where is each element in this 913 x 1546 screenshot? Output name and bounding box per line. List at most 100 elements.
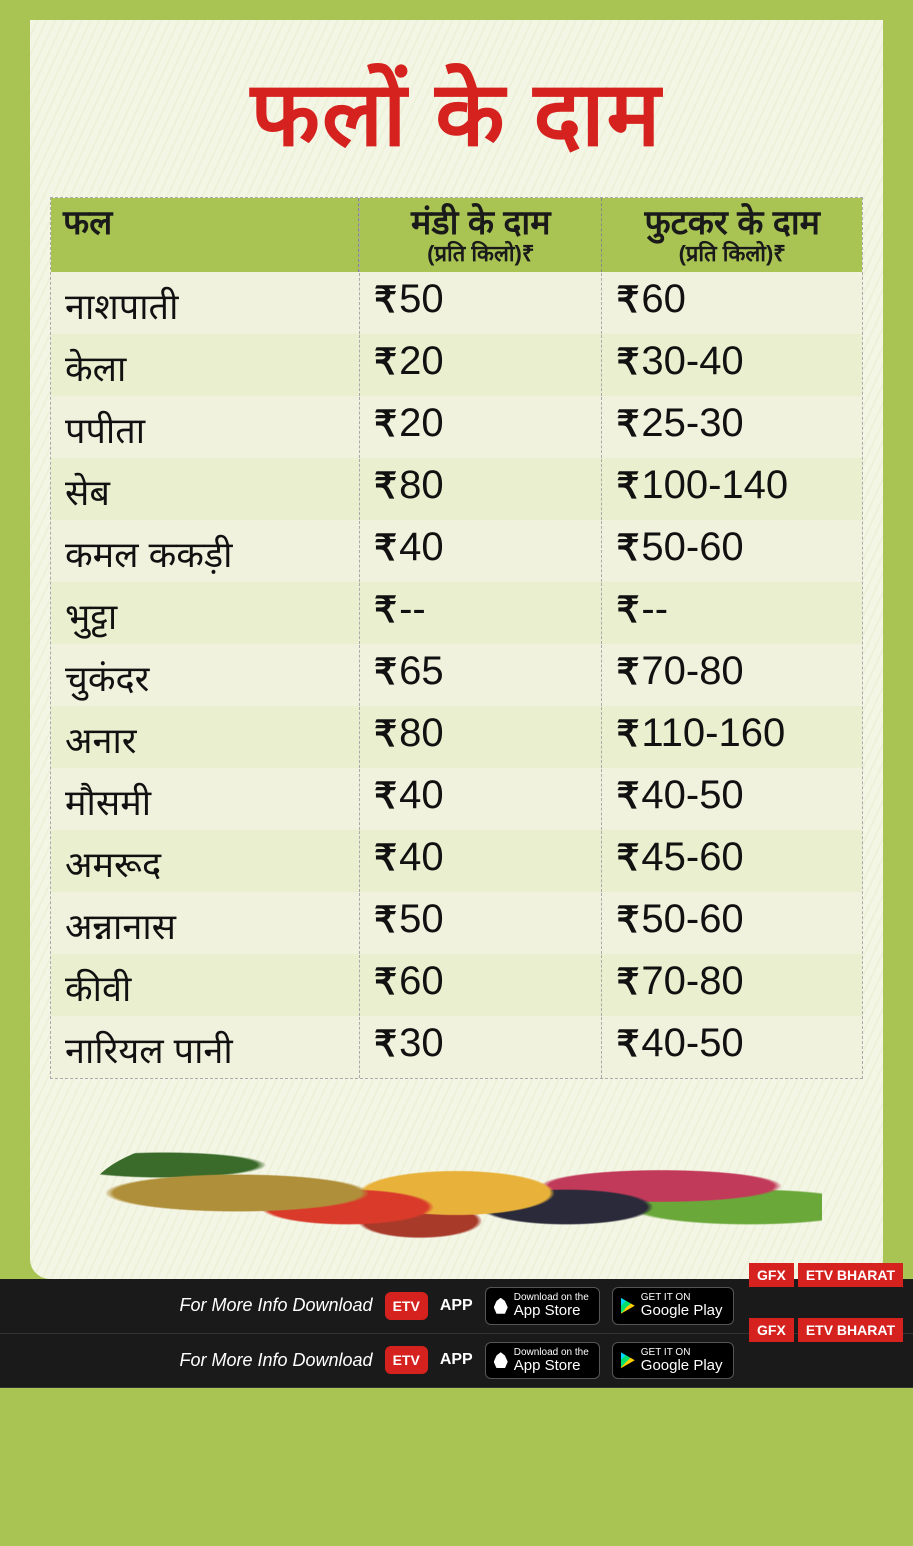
price-table: फल मंडी के दाम (प्रति किलो)₹ फुटकर के दा…	[50, 197, 863, 1079]
footer-download-text-2: For More Info Download	[179, 1350, 372, 1371]
retail-price: ₹25-30	[602, 397, 862, 458]
app-store-small-2: Download on the	[514, 1347, 589, 1358]
gfx-brand-badge: GFX ETV BHARAT	[749, 1263, 903, 1287]
fruit-name: अन्नानास	[51, 893, 359, 954]
rupee-icon: ₹	[374, 465, 397, 506]
price-card: फलों के दाम फल मंडी के दाम (प्रति किलो)₹…	[30, 20, 883, 1279]
fruit-name: मौसमी	[51, 769, 359, 830]
table-row: अन्नानास₹50₹50-60	[51, 892, 862, 954]
rupee-icon: ₹	[374, 961, 397, 1002]
retail-price: ₹40-50	[602, 769, 862, 830]
table-row: मौसमी₹40₹40-50	[51, 768, 862, 830]
footer-download-text: For More Info Download	[179, 1295, 372, 1316]
rupee-icon: ₹	[374, 775, 397, 816]
table-row: भुट्टा₹--₹--	[51, 582, 862, 644]
app-store-big-2: App Store	[514, 1358, 589, 1375]
fruits-illustration	[50, 1079, 863, 1259]
mandi-price: ₹30	[359, 1017, 602, 1078]
mandi-price: ₹--	[359, 583, 602, 644]
rupee-icon: ₹	[616, 279, 639, 320]
header-mandi: मंडी के दाम (प्रति किलो)₹	[359, 198, 602, 272]
brand-label-2: ETV BHARAT	[798, 1318, 903, 1342]
rupee-icon: ₹	[374, 341, 397, 382]
rupee-icon: ₹	[616, 341, 639, 382]
fruit-name: केला	[51, 335, 359, 396]
mandi-price: ₹40	[359, 769, 602, 830]
mandi-price: ₹65	[359, 645, 602, 706]
fruit-name: सेब	[51, 459, 359, 520]
table-header-row: फल मंडी के दाम (प्रति किलो)₹ फुटकर के दा…	[51, 198, 862, 272]
rupee-icon: ₹	[616, 899, 639, 940]
table-body: नाशपाती₹50₹60केला₹20₹30-40पपीता₹20₹25-30…	[51, 272, 862, 1078]
retail-price: ₹30-40	[602, 335, 862, 396]
footer: GFX ETV BHARAT For More Info Download ET…	[0, 1279, 913, 1388]
table-row: अनार₹80₹110-160	[51, 706, 862, 768]
rupee-icon: ₹	[616, 1023, 639, 1064]
rupee-icon: ₹	[374, 589, 397, 630]
table-row: कमल ककड़ी₹40₹50-60	[51, 520, 862, 582]
mandi-price: ₹50	[359, 273, 602, 334]
rupee-icon: ₹	[374, 651, 397, 692]
retail-price: ₹40-50	[602, 1017, 862, 1078]
header-retail: फुटकर के दाम (प्रति किलो)₹	[602, 198, 862, 272]
rupee-icon: ₹	[374, 279, 397, 320]
retail-price: ₹60	[602, 273, 862, 334]
app-label: APP	[440, 1297, 473, 1315]
mandi-price: ₹50	[359, 893, 602, 954]
app-store-button[interactable]: Download on the App Store	[485, 1287, 600, 1325]
rupee-icon: ₹	[374, 837, 397, 878]
etv-logo-icon: ETV	[385, 1292, 428, 1320]
app-store-button-2[interactable]: Download on the App Store	[485, 1342, 600, 1380]
rupee-icon: ₹	[374, 403, 397, 444]
fruit-name: नारियल पानी	[51, 1017, 359, 1078]
fruit-name: कमल ककड़ी	[51, 521, 359, 582]
fruit-name: पपीता	[51, 397, 359, 458]
google-play-button[interactable]: GET IT ON Google Play	[612, 1287, 734, 1325]
app-label-2: APP	[440, 1351, 473, 1369]
footer-row-2: GFX ETV BHARAT For More Info Download ET…	[0, 1334, 913, 1389]
mandi-price: ₹60	[359, 955, 602, 1016]
table-row: कीवी₹60₹70-80	[51, 954, 862, 1016]
mandi-price: ₹80	[359, 707, 602, 768]
header-mandi-sub: (प्रति किलो)₹	[372, 238, 589, 268]
retail-price: ₹50-60	[602, 521, 862, 582]
outer-frame: फलों के दाम फल मंडी के दाम (प्रति किलो)₹…	[0, 0, 913, 1279]
retail-price: ₹100-140	[602, 459, 862, 520]
table-row: नारियल पानी₹30₹40-50	[51, 1016, 862, 1078]
mandi-price: ₹20	[359, 335, 602, 396]
retail-price: ₹110-160	[602, 707, 862, 768]
mandi-price: ₹40	[359, 521, 602, 582]
header-fruit-main: फल	[63, 204, 112, 242]
retail-price: ₹--	[602, 583, 862, 644]
header-retail-sub: (प्रति किलो)₹	[614, 238, 850, 268]
rupee-icon: ₹	[616, 589, 639, 630]
page-title: फलों के दाम	[50, 50, 863, 172]
gfx-label-2: GFX	[749, 1318, 794, 1342]
rupee-icon: ₹	[374, 1023, 397, 1064]
table-row: अमरूद₹40₹45-60	[51, 830, 862, 892]
rupee-icon: ₹	[616, 527, 639, 568]
table-row: सेब₹80₹100-140	[51, 458, 862, 520]
rupee-icon: ₹	[616, 713, 639, 754]
brand-label: ETV BHARAT	[798, 1263, 903, 1287]
table-row: चुकंदर₹65₹70-80	[51, 644, 862, 706]
rupee-icon: ₹	[616, 465, 639, 506]
table-row: पपीता₹20₹25-30	[51, 396, 862, 458]
rupee-icon: ₹	[374, 899, 397, 940]
mandi-price: ₹40	[359, 831, 602, 892]
google-play-button-2[interactable]: GET IT ON Google Play	[612, 1342, 734, 1380]
retail-price: ₹45-60	[602, 831, 862, 892]
fruit-name: चुकंदर	[51, 645, 359, 706]
app-store-big: App Store	[514, 1303, 589, 1320]
rupee-icon: ₹	[374, 713, 397, 754]
rupee-icon: ₹	[616, 837, 639, 878]
etv-logo-icon-2: ETV	[385, 1346, 428, 1374]
mandi-price: ₹80	[359, 459, 602, 520]
google-play-small-2: GET IT ON	[641, 1347, 691, 1358]
header-retail-main: फुटकर के दाम	[644, 204, 820, 242]
gfx-label: GFX	[749, 1263, 794, 1287]
rupee-icon: ₹	[616, 775, 639, 816]
fruit-name: अमरूद	[51, 831, 359, 892]
table-row: नाशपाती₹50₹60	[51, 272, 862, 334]
google-play-big: Google Play	[641, 1303, 723, 1320]
